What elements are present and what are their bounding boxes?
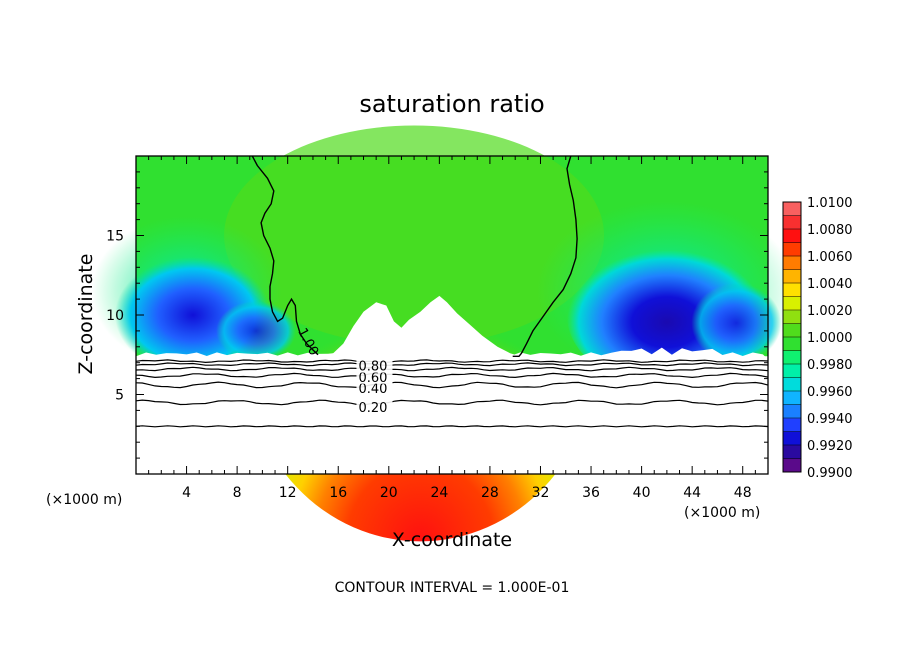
colorbar-segment xyxy=(783,310,801,324)
colorbar-segment xyxy=(783,215,801,230)
colorbar-segment xyxy=(783,269,801,284)
contour-label: 0.80 xyxy=(358,360,387,375)
colorbar: 0.9900 0.9920 0.9940 0.9960 0.9980 1.0000 1.00… xyxy=(782,196,853,481)
y-tick-label: 10 xyxy=(106,308,124,324)
contour-line-1-00-left xyxy=(251,155,319,356)
contour-line xyxy=(135,399,769,406)
colorbar-label: 0.9980 xyxy=(807,358,853,373)
colorbar-segment xyxy=(783,391,801,405)
colorbar-label: 1.0100 xyxy=(807,196,853,211)
colorbar-segment xyxy=(783,283,801,297)
colorbar-segment xyxy=(783,404,801,419)
colorbar-segment xyxy=(783,323,801,338)
y-tick-label: 15 xyxy=(106,229,124,245)
x-tick-label: 24 xyxy=(430,485,448,501)
colorbar-label: 0.9920 xyxy=(807,439,853,454)
x-tick-label: 44 xyxy=(683,485,701,501)
colorbar-label: 0.9940 xyxy=(807,412,853,427)
contour-label: 0.20 xyxy=(358,401,387,416)
colorbar-segment xyxy=(783,337,801,351)
colorbar-label: 1.0020 xyxy=(807,304,853,319)
contour-interval-note: CONTOUR INTERVAL = 1.000E-01 xyxy=(335,580,570,596)
lower-region xyxy=(136,356,768,474)
x-tick-label: 28 xyxy=(481,485,499,501)
contour-line xyxy=(135,425,769,428)
colorbar-label: 0.9900 xyxy=(807,466,853,481)
colorbar-segment xyxy=(783,256,801,270)
x-tick-label: 20 xyxy=(380,485,398,501)
x-tick-label: 4 xyxy=(182,485,191,501)
x-tick-label: 32 xyxy=(532,485,550,501)
cloud-region xyxy=(320,295,521,357)
chart-title: saturation ratio xyxy=(359,90,544,118)
contour-label: 0.40 xyxy=(358,382,387,397)
colorbar-segment xyxy=(783,229,801,243)
colorbar-label: 1.0000 xyxy=(807,331,853,346)
colorbar-segment xyxy=(783,445,801,459)
contour-line xyxy=(135,359,769,364)
contour-label-bg xyxy=(356,381,393,395)
x-tick-label: 8 xyxy=(233,485,242,501)
colorbar-segment xyxy=(783,377,801,392)
colorbar-segment xyxy=(783,350,801,365)
x-unit-left: (×1000 m) xyxy=(46,492,122,508)
colorbar-label: 1.0040 xyxy=(807,277,853,292)
colorbar-segment xyxy=(783,242,801,257)
colorbar-label: 1.0060 xyxy=(807,250,853,265)
y-tick-label: 5 xyxy=(115,388,124,404)
colorbar-segment xyxy=(783,202,801,216)
colorbar-label: 0.9960 xyxy=(807,385,853,400)
contour-line-1-00-right xyxy=(512,155,578,357)
colorbar-segment xyxy=(783,418,801,432)
contour-line xyxy=(135,372,769,379)
colorbar-segment xyxy=(783,296,801,311)
contour-line xyxy=(135,381,769,389)
contour-label: 0.60 xyxy=(358,371,387,386)
right-subsaturated-zone-2 xyxy=(691,282,782,363)
x-unit-right: (×1000 m) xyxy=(684,505,760,521)
x-tick-label: 40 xyxy=(633,485,651,501)
contour-label-bg xyxy=(356,359,393,373)
contour-label-bg xyxy=(356,370,393,384)
colorbar-segment xyxy=(783,431,801,446)
x-axis-title: X-coordinate xyxy=(392,529,512,551)
surface-edge xyxy=(136,347,768,360)
x-tick-label: 16 xyxy=(329,485,347,501)
colorbar-segment xyxy=(783,364,801,378)
x-tick-label: 12 xyxy=(279,485,297,501)
colorbar-segment xyxy=(783,458,801,473)
contour-label-bg xyxy=(356,400,393,414)
contour-lines: 1.000.200.400.600.80 xyxy=(135,155,769,428)
contour-line xyxy=(135,362,769,367)
x-tick-label: 36 xyxy=(582,485,600,501)
y-axis-title: Z-coordinate xyxy=(75,254,97,375)
colorbar-label: 1.0080 xyxy=(807,223,853,238)
contour-line xyxy=(135,366,769,372)
saturation-field: 1.000.200.400.600.80 xyxy=(91,125,797,542)
x-tick-label: 48 xyxy=(734,485,752,501)
